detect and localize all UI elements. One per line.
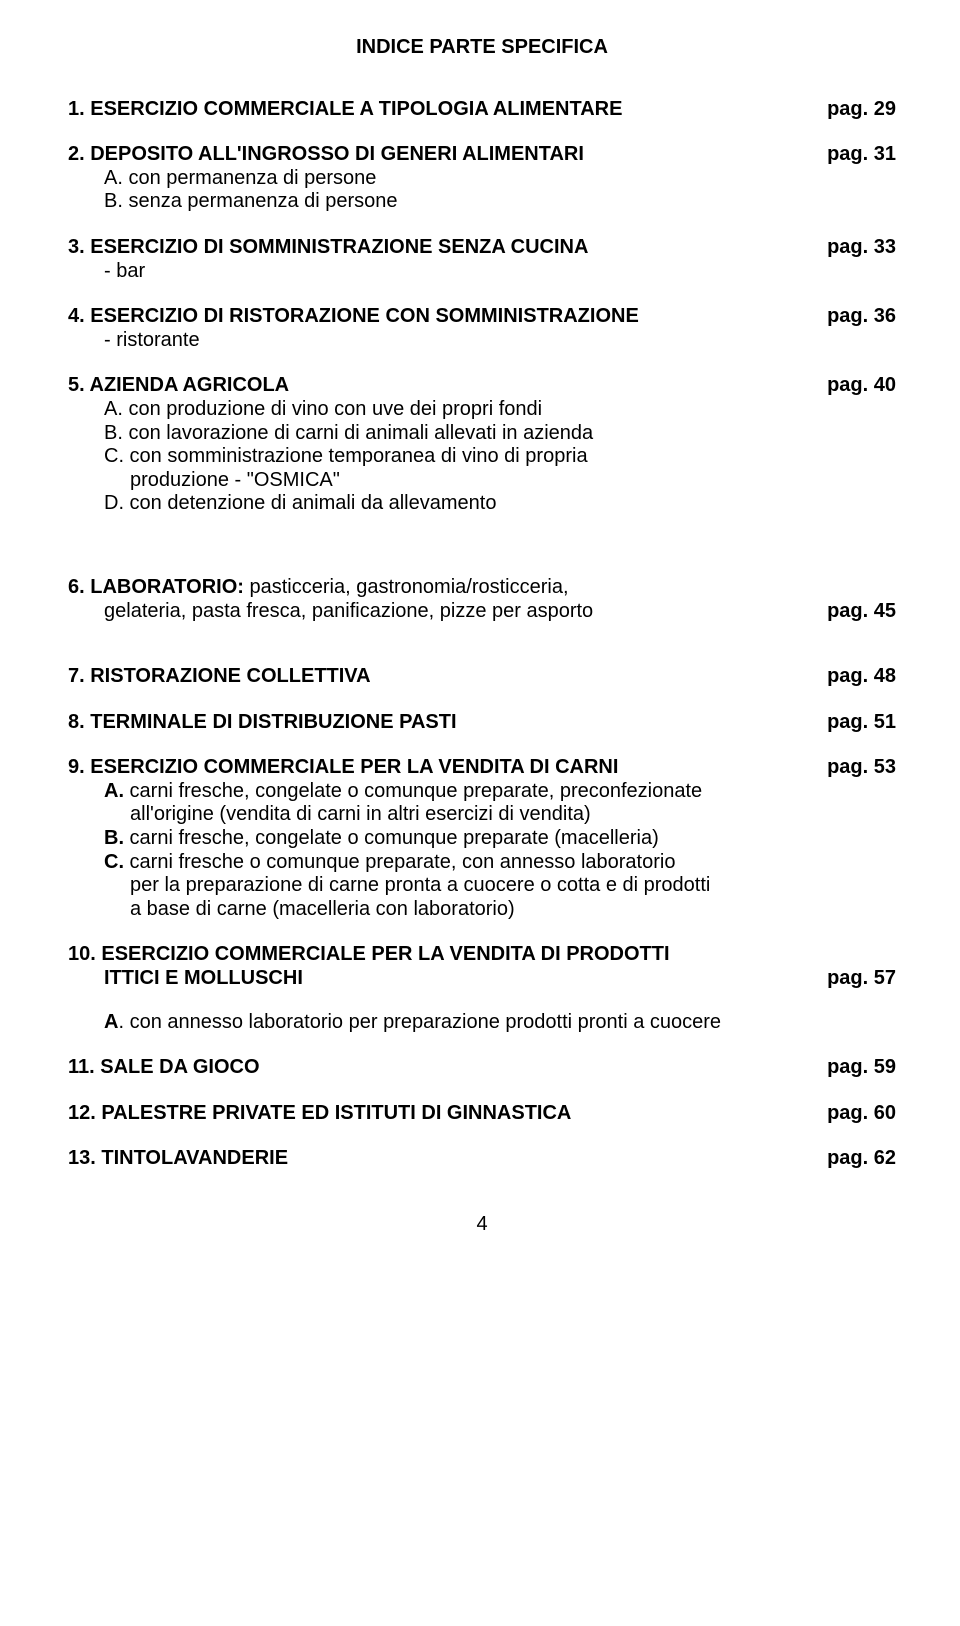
- toc-entry-7: 7. RISTORAZIONE COLLETTIVA pag. 48: [68, 665, 896, 689]
- entry-9-sub-a2: all'origine (vendita di carni in altri e…: [68, 803, 896, 827]
- entry-2-sub-a: A. con permanenza di persone: [68, 167, 896, 191]
- toc-entry-8: 8. TERMINALE DI DISTRIBUZIONE PASTI pag.…: [68, 711, 896, 735]
- toc-entry-9: 9. ESERCIZIO COMMERCIALE PER LA VENDITA …: [68, 756, 896, 921]
- entry-4-sub-a: - ristorante: [68, 329, 896, 353]
- entry-2-text: 2. DEPOSITO ALL'INGROSSO DI GENERI ALIME…: [68, 143, 827, 167]
- entry-8-text: 8. TERMINALE DI DISTRIBUZIONE PASTI: [68, 711, 827, 735]
- toc-entry-12: 12. PALESTRE PRIVATE ED ISTITUTI DI GINN…: [68, 1102, 896, 1126]
- toc-entry-2: 2. DEPOSITO ALL'INGROSSO DI GENERI ALIME…: [68, 143, 896, 214]
- entry-12-page: pag. 60: [827, 1102, 896, 1126]
- entry-11-text: 11. SALE DA GIOCO: [68, 1056, 827, 1080]
- entry-5-text: 5. AZIENDA AGRICOLA: [68, 374, 827, 398]
- toc-entry-10: 10. ESERCIZIO COMMERCIALE PER LA VENDITA…: [68, 943, 896, 1034]
- page-number: 4: [68, 1213, 896, 1237]
- entry-5-sub-d: D. con detenzione di animali da allevame…: [68, 492, 896, 516]
- entry-7-text: 7. RISTORAZIONE COLLETTIVA: [68, 665, 827, 689]
- toc-entry-6: 6. LABORATORIO: pasticceria, gastronomia…: [68, 576, 896, 623]
- toc-entry-13: 13. TINTOLAVANDERIE pag. 62: [68, 1147, 896, 1171]
- entry-2-page: pag. 31: [827, 143, 896, 167]
- entry-10-line2: ITTICI E MOLLUSCHI: [68, 967, 827, 991]
- entry-9-sub-c3: a base di carne (macelleria con laborato…: [68, 898, 896, 922]
- entry-11-page: pag. 59: [827, 1056, 896, 1080]
- entry-1-page: pag. 29: [827, 98, 896, 122]
- entry-4-page: pag. 36: [827, 305, 896, 329]
- entry-9-text: 9. ESERCIZIO COMMERCIALE PER LA VENDITA …: [68, 756, 827, 780]
- toc-entry-11: 11. SALE DA GIOCO pag. 59: [68, 1056, 896, 1080]
- page-title: INDICE PARTE SPECIFICA: [68, 36, 896, 60]
- entry-6-page: pag. 45: [827, 600, 896, 624]
- entry-3-sub-a: - bar: [68, 260, 896, 284]
- entry-3-page: pag. 33: [827, 236, 896, 260]
- entry-10-sub-a: A. con annesso laboratorio per preparazi…: [68, 1011, 896, 1035]
- toc-entry-5: 5. AZIENDA AGRICOLA pag. 40 A. con produ…: [68, 374, 896, 516]
- entry-6-line1: 6. LABORATORIO: pasticceria, gastronomia…: [68, 576, 896, 600]
- toc-entry-1: 1. ESERCIZIO COMMERCIALE A TIPOLOGIA ALI…: [68, 98, 896, 122]
- entry-5-sub-c2: produzione - "OSMICA": [68, 469, 896, 493]
- entry-7-page: pag. 48: [827, 665, 896, 689]
- entry-9-sub-a1: A. carni fresche, congelate o comunque p…: [68, 780, 896, 804]
- entry-13-page: pag. 62: [827, 1147, 896, 1171]
- entry-9-page: pag. 53: [827, 756, 896, 780]
- entry-5-sub-c: C. con somministrazione temporanea di vi…: [68, 445, 896, 469]
- entry-8-page: pag. 51: [827, 711, 896, 735]
- entry-9-sub-c2: per la preparazione di carne pronta a cu…: [68, 874, 896, 898]
- entry-9-sub-c1: C. carni fresche o comunque preparate, c…: [68, 851, 896, 875]
- entry-5-page: pag. 40: [827, 374, 896, 398]
- entry-2-sub-b: B. senza permanenza di persone: [68, 190, 896, 214]
- entry-10-page: pag. 57: [827, 967, 896, 991]
- entry-10-line1: 10. ESERCIZIO COMMERCIALE PER LA VENDITA…: [68, 943, 896, 967]
- toc-entry-3: 3. ESERCIZIO DI SOMMINISTRAZIONE SENZA C…: [68, 236, 896, 283]
- entry-6-line2: gelateria, pasta fresca, panificazione, …: [68, 600, 827, 624]
- toc-entry-4: 4. ESERCIZIO DI RISTORAZIONE CON SOMMINI…: [68, 305, 896, 352]
- entry-9-sub-b: B. carni fresche, congelate o comunque p…: [68, 827, 896, 851]
- entry-1-text: 1. ESERCIZIO COMMERCIALE A TIPOLOGIA ALI…: [68, 98, 827, 122]
- entry-5-sub-b: B. con lavorazione di carni di animali a…: [68, 422, 896, 446]
- entry-13-text: 13. TINTOLAVANDERIE: [68, 1147, 827, 1171]
- entry-5-sub-a: A. con produzione di vino con uve dei pr…: [68, 398, 896, 422]
- entry-12-text: 12. PALESTRE PRIVATE ED ISTITUTI DI GINN…: [68, 1102, 827, 1126]
- entry-3-text: 3. ESERCIZIO DI SOMMINISTRAZIONE SENZA C…: [68, 236, 827, 260]
- entry-4-text: 4. ESERCIZIO DI RISTORAZIONE CON SOMMINI…: [68, 305, 827, 329]
